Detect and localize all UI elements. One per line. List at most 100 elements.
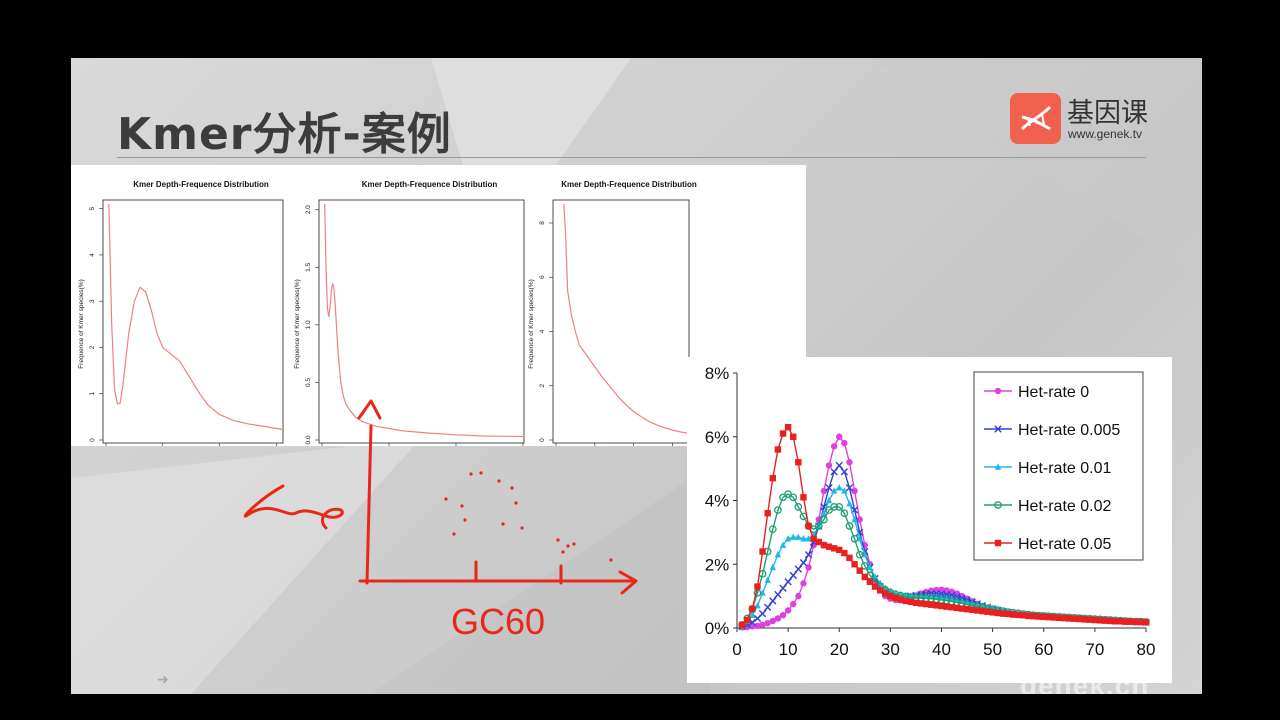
- data-point: [871, 573, 879, 580]
- data-point: [1117, 618, 1124, 625]
- legend-label: Het-rate 0.01: [1018, 460, 1111, 477]
- y-axis-label: Frequence of Kmer species(%): [294, 279, 301, 369]
- data-point: [836, 546, 843, 554]
- data-point: [836, 433, 843, 440]
- brand-url: www.genek.tv: [1068, 127, 1143, 141]
- kmer-handwriting: [243, 484, 344, 530]
- data-point: [784, 578, 792, 586]
- data-point: [794, 503, 803, 511]
- data-point: [790, 600, 797, 608]
- data-point: [795, 533, 802, 540]
- data-point: [1009, 611, 1017, 618]
- data-point: [800, 494, 807, 501]
- data-point: [774, 590, 782, 599]
- handwritten-annotation: GC60: [243, 399, 638, 642]
- x-tick-label: 80: [1137, 640, 1156, 659]
- data-point: [805, 564, 812, 571]
- data-point-stroke: [994, 425, 1002, 433]
- data-point: [1066, 615, 1073, 622]
- data-point-stroke: [825, 484, 833, 492]
- data-point: [989, 609, 996, 616]
- data-point: [804, 550, 813, 559]
- data-point: [1055, 614, 1063, 621]
- data-point: [917, 600, 925, 607]
- legend-item: Het-rate 0.02: [984, 498, 1111, 515]
- data-point: [1101, 617, 1109, 624]
- dna-logo-icon: [1010, 93, 1061, 144]
- data-point: [845, 522, 854, 530]
- data-point: [810, 535, 817, 542]
- y-tick-label: 2: [539, 384, 546, 388]
- data-point: [820, 509, 828, 516]
- kmer-plots-panel: Kmer Depth-Frequence Distribution 0 1 2 3 4 5 0…: [71, 165, 806, 446]
- y-tick-label: 2%: [705, 555, 730, 574]
- y-tick-label: 0%: [705, 619, 730, 638]
- data-point: [749, 611, 756, 618]
- data-point: [1071, 615, 1078, 622]
- data-point-stroke: [784, 578, 792, 586]
- data-point-stroke: [794, 565, 803, 573]
- data-point: [1050, 614, 1058, 621]
- data-point: [861, 573, 869, 581]
- kmer-plot-1: Kmer Depth-Frequence Distribution0123450…: [78, 180, 284, 446]
- data-point: [846, 499, 853, 507]
- legend-box: [973, 371, 1144, 561]
- data-point: [1040, 613, 1047, 621]
- data-point: [1045, 613, 1053, 621]
- data-point: [907, 598, 915, 606]
- data-point: [902, 597, 909, 605]
- data-point: [912, 599, 920, 607]
- data-point: [876, 587, 884, 594]
- data-point: [779, 612, 787, 619]
- watermark: genek.cn: [1020, 670, 1150, 694]
- data-point-stroke: [779, 584, 787, 592]
- data-point: [830, 468, 838, 476]
- data-point: [763, 603, 772, 611]
- data-point: [882, 590, 889, 597]
- data-point: [866, 578, 874, 585]
- data-point: [928, 601, 935, 608]
- data-point: [830, 443, 838, 450]
- x-tick-label: 30: [881, 640, 900, 659]
- data-point: [840, 468, 849, 476]
- data-point: [774, 615, 782, 622]
- y-tick-label: 4: [89, 253, 96, 257]
- data-point-stroke: [845, 484, 854, 492]
- x-tick-label: 20: [830, 640, 849, 659]
- data-point: [1137, 618, 1145, 626]
- series-het-rate-0.05: [738, 423, 1150, 629]
- data-point: [938, 602, 945, 610]
- legend-item: Het-rate 0: [984, 384, 1089, 401]
- data-point: [825, 496, 833, 504]
- data-point: [1030, 613, 1037, 620]
- data-point: [769, 597, 777, 605]
- y-tick-label: 4: [539, 329, 546, 333]
- data-point: [994, 463, 1002, 470]
- y-tick-label: 2: [89, 345, 96, 349]
- data-point: [1112, 618, 1119, 625]
- x-tick-label: 70: [1085, 640, 1104, 659]
- data-point: [790, 433, 797, 440]
- data-point: [795, 459, 802, 466]
- x-tick-label: 0: [732, 640, 741, 659]
- data-point: [851, 515, 858, 523]
- data-point: [1142, 619, 1150, 626]
- data-point: [855, 550, 864, 559]
- data-point-stroke: [835, 461, 843, 470]
- data-point: [814, 522, 823, 530]
- data-point: [1061, 614, 1068, 622]
- legend-item: Het-rate 0.05: [984, 536, 1111, 553]
- y-tick-label: 5: [89, 206, 96, 210]
- y-tick-label: 2.0: [305, 205, 312, 214]
- title-divider: [117, 157, 1146, 158]
- data-point: [779, 541, 787, 548]
- data-point: [764, 620, 771, 627]
- data-point: [841, 549, 848, 557]
- forward-arrow-icon[interactable]: ➜: [157, 671, 169, 687]
- data-point: [845, 484, 854, 492]
- legend-label: Het-rate 0: [1018, 384, 1089, 401]
- data-point: [774, 446, 782, 453]
- y-tick-label: 0.5: [305, 378, 312, 387]
- data-point: [860, 561, 869, 570]
- data-point-stroke: [774, 590, 782, 599]
